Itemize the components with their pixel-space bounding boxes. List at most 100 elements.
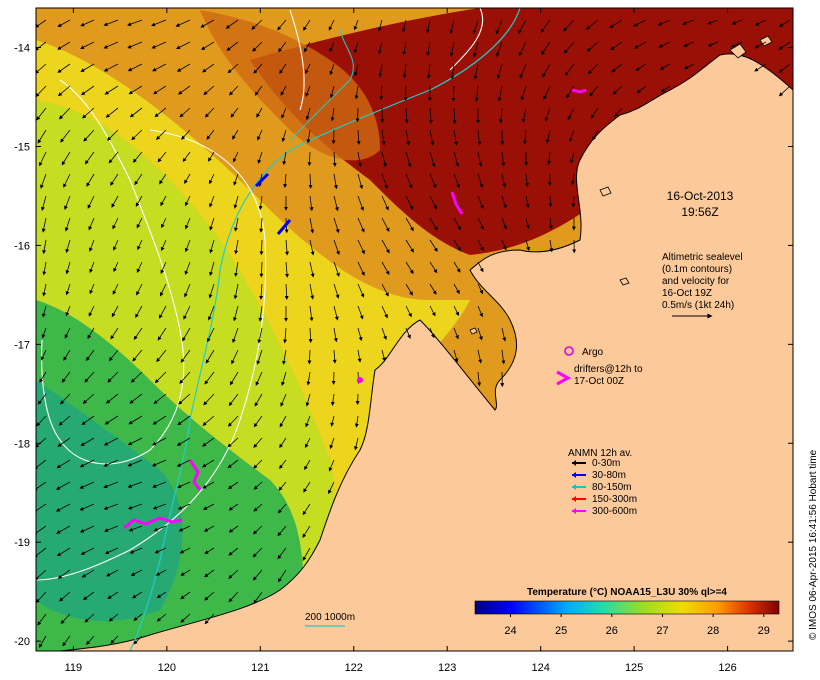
velocity-arrow — [107, 371, 119, 383]
anmn-legend-label: 300-600m — [592, 506, 637, 517]
velocity-arrow — [184, 173, 191, 184]
velocity-arrow — [80, 63, 95, 73]
velocity-arrow — [228, 591, 239, 603]
velocity-arrow — [111, 195, 119, 208]
velocity-arrow — [209, 217, 215, 231]
velocity-arrow — [405, 129, 411, 146]
velocity-arrow — [501, 217, 507, 230]
velocity-arrow — [177, 503, 191, 510]
velocity-arrow — [258, 195, 263, 210]
velocity-arrow — [127, 481, 143, 488]
velocity-arrow — [152, 481, 167, 488]
velocity-arrow — [328, 459, 335, 472]
velocity-arrow — [231, 349, 239, 365]
velocity-arrow — [84, 151, 95, 165]
velocity-arrow — [707, 41, 719, 47]
velocity-arrow — [207, 305, 215, 321]
velocity-arrow — [451, 85, 456, 102]
velocity-arrow — [128, 85, 143, 95]
velocity-arrow — [133, 635, 143, 645]
velocity-arrow — [204, 547, 215, 555]
sst-coldest-region — [36, 380, 183, 621]
velocity-arrow — [129, 107, 143, 118]
velocity-arrow — [228, 525, 239, 533]
velocity-arrow — [429, 327, 435, 339]
velocity-arrow — [333, 239, 340, 256]
velocity-arrow — [127, 19, 143, 26]
velocity-arrow — [612, 85, 623, 95]
velocity-arrow — [152, 437, 167, 446]
velocity-arrow — [306, 129, 311, 144]
coast-islands — [469, 35, 773, 335]
altimetry-note-line: (0.1m contours) — [662, 264, 732, 275]
velocity-arrow — [108, 349, 119, 362]
velocity-arrow — [153, 525, 167, 532]
velocity-arrow — [429, 195, 438, 210]
velocity-arrow — [228, 85, 239, 96]
isobath-1000m — [289, 29, 354, 141]
velocity-arrow — [309, 239, 315, 256]
velocity-arrow — [87, 327, 95, 340]
argo-legend-icon — [564, 346, 574, 356]
velocity-arrow — [113, 239, 119, 251]
velocity-arrow — [203, 503, 215, 510]
velocity-arrow — [104, 525, 119, 532]
velocity-arrow — [592, 129, 599, 141]
velocity-arrow — [151, 41, 167, 49]
anmn-legend-head — [572, 484, 576, 490]
velocity-arrow — [252, 569, 263, 581]
velocity-arrow — [85, 349, 95, 362]
velocity-arrow — [41, 217, 47, 233]
velocity-arrow — [83, 129, 95, 142]
velocity-arrow — [159, 305, 167, 319]
velocity-arrow — [333, 261, 340, 277]
velocity-arrow — [381, 239, 390, 254]
velocity-arrow — [79, 503, 95, 511]
velocity-arrow — [136, 217, 143, 229]
velocity-arrow — [730, 41, 743, 48]
velocity-arrow — [357, 305, 364, 320]
velocity-arrow — [683, 41, 695, 47]
velocity-arrow — [357, 327, 363, 342]
colorbar-tick-label: 25 — [555, 625, 567, 637]
velocity-arrow — [184, 261, 191, 276]
velocity-arrow — [61, 151, 71, 166]
credit-text: © IMOS 06-Apr-2015 16:41:56 Hobart time — [808, 449, 819, 640]
velocity-arrow — [496, 63, 503, 80]
drifters-label: drifters@12h to — [574, 364, 643, 375]
velocity-arrow — [79, 459, 95, 468]
velocity-arrow — [36, 591, 47, 604]
velocity-arrow — [333, 173, 338, 190]
sst-cool-band — [36, 100, 335, 651]
velocity-arrow — [333, 327, 338, 343]
velocity-arrow — [283, 173, 288, 189]
altimetry-note-line: 16-Oct 19Z — [662, 288, 712, 299]
velocity-arrow — [472, 19, 479, 35]
velocity-arrow — [590, 107, 599, 119]
velocity-arrow — [152, 415, 167, 425]
velocity-arrow — [203, 525, 215, 532]
velocity-arrow — [208, 283, 215, 299]
velocity-arrow — [570, 173, 575, 186]
velocity-arrow — [81, 415, 95, 426]
velocity-arrow — [40, 349, 47, 361]
velocity-arrow — [179, 371, 191, 384]
velocity-arrow — [180, 349, 191, 363]
velocity-arrow — [308, 173, 313, 189]
velocity-arrow — [135, 195, 143, 207]
velocity-arrow — [570, 151, 575, 164]
land-mass — [59, 53, 793, 651]
drifter-track — [188, 459, 202, 491]
velocity-arrow — [153, 393, 167, 405]
velocity-arrow — [127, 437, 143, 446]
velocity-arrow — [309, 195, 314, 212]
velocity-arrow — [60, 393, 71, 405]
velocity-arrow — [204, 107, 215, 118]
velocity-arrow — [129, 547, 143, 554]
velocity-arrow — [544, 107, 551, 122]
velocity-arrow — [36, 107, 47, 121]
velocity-arrow — [202, 415, 215, 426]
velocity-arrow — [227, 437, 239, 448]
velocity-arrow — [258, 305, 263, 322]
